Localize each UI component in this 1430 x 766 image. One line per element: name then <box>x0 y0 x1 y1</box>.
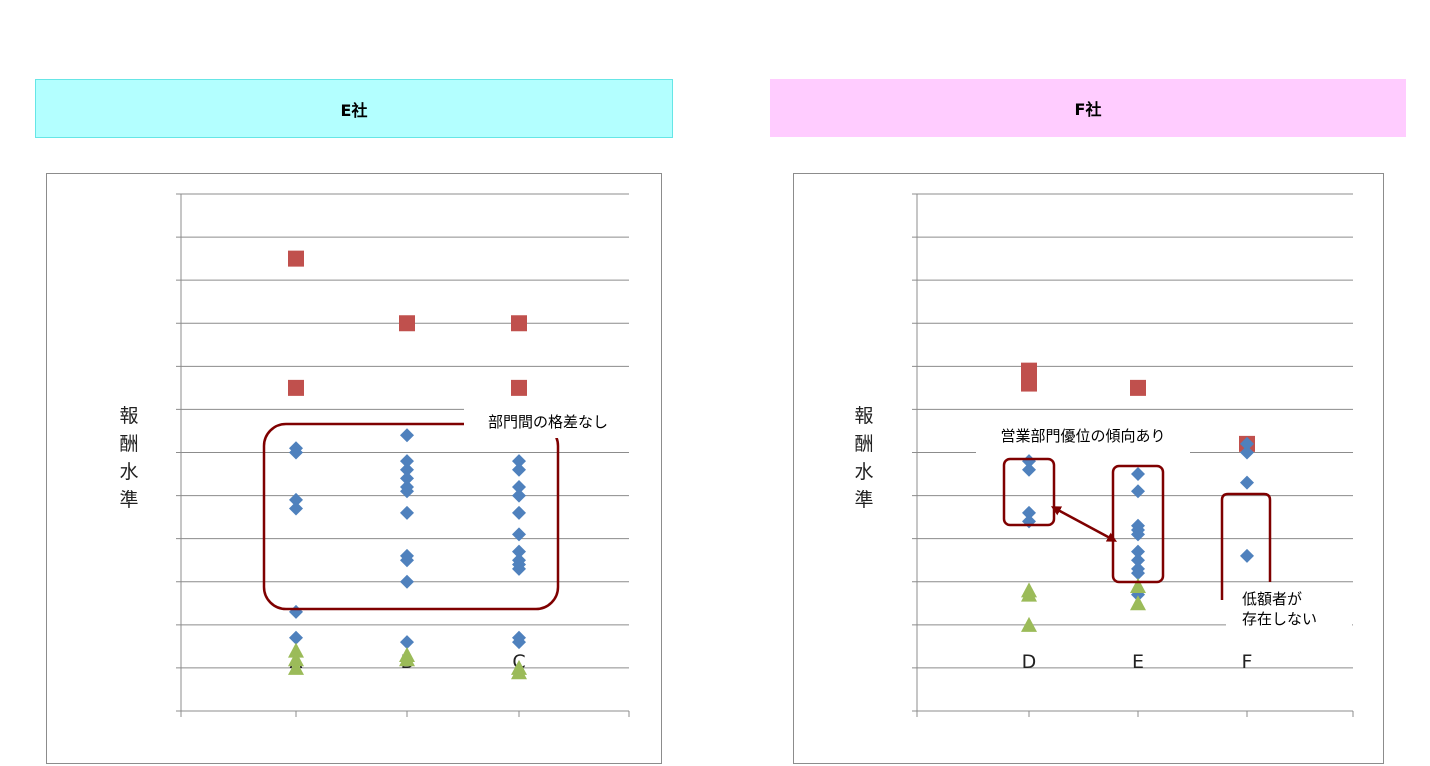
data-point-diamond <box>1131 544 1145 559</box>
data-point-square <box>511 315 527 332</box>
data-point-square <box>1021 375 1037 392</box>
ylabel-char: 準 <box>854 489 874 511</box>
data-point-diamond <box>289 630 303 645</box>
ylabel-char: 準 <box>119 489 139 511</box>
data-point-diamond <box>400 471 414 486</box>
data-point-triangle <box>288 659 304 675</box>
chart-panel-e <box>46 173 662 764</box>
data-point-triangle <box>288 651 304 667</box>
data-point-diamond <box>1240 548 1254 563</box>
data-point-diamond <box>1131 553 1145 568</box>
data-point-diamond <box>1131 484 1145 499</box>
double-arrow <box>1050 506 1118 542</box>
ylabel-char: 水 <box>119 461 139 483</box>
data-point-square <box>511 379 527 396</box>
callout-bg-f-bottom <box>1226 583 1352 631</box>
banner-f-label: F社 <box>1074 100 1102 119</box>
data-point-square <box>399 315 415 332</box>
data-point-triangle <box>511 664 527 680</box>
data-point-diamond <box>400 635 414 650</box>
data-point-diamond <box>289 492 303 507</box>
callout-bg-e <box>464 404 632 438</box>
data-point-diamond <box>400 574 414 589</box>
highlight-box-f-dept <box>1220 492 1272 600</box>
highlight-box-d <box>1002 457 1056 527</box>
data-point-diamond <box>400 428 414 443</box>
banner-e-label: E社 <box>340 100 368 120</box>
data-point-diamond <box>512 635 526 650</box>
ylabel-char: 報 <box>119 405 139 427</box>
data-point-diamond <box>1131 527 1145 542</box>
highlight-box-e <box>262 422 560 611</box>
data-point-triangle <box>1021 616 1037 632</box>
ylabel-char: 報 <box>854 405 874 427</box>
callout-bg-f-top <box>976 418 1190 454</box>
data-point-diamond <box>400 484 414 499</box>
data-point-triangle <box>1130 578 1146 594</box>
ylabel-e: 報 酬 水 準 <box>117 402 141 514</box>
data-point-diamond <box>1022 505 1036 520</box>
data-point-diamond <box>512 454 526 469</box>
data-point-triangle <box>1021 586 1037 602</box>
callout-text-f-top: 営業部門優位の傾向あり <box>1000 427 1165 445</box>
category-label: E <box>1132 651 1144 673</box>
data-point-diamond <box>512 479 526 494</box>
callout-text-e: 部門間の格差なし <box>488 413 608 431</box>
data-point-diamond <box>289 604 303 619</box>
data-point-diamond <box>1240 445 1254 460</box>
data-point-diamond <box>512 544 526 559</box>
data-point-square <box>1021 362 1037 379</box>
callout-text-f-bottom-2: 存在しない <box>1242 610 1317 628</box>
ylabel-f: 報 酬 水 準 <box>852 402 876 514</box>
data-point-diamond <box>400 553 414 568</box>
data-point-diamond <box>400 505 414 520</box>
callout-text-f-bottom-1: 低額者が <box>1242 590 1302 608</box>
data-point-triangle <box>288 642 304 658</box>
data-point-diamond <box>1131 467 1145 482</box>
ylabel-char: 酬 <box>854 433 874 455</box>
data-point-triangle <box>399 651 415 667</box>
data-point-diamond <box>512 561 526 576</box>
data-point-diamond <box>1022 454 1036 469</box>
data-point-diamond <box>400 462 414 477</box>
chart-panel-f <box>793 173 1384 764</box>
data-point-diamond <box>1240 436 1254 451</box>
data-point-diamond <box>512 505 526 520</box>
data-point-diamond <box>1022 462 1036 477</box>
data-point-diamond <box>1022 514 1036 529</box>
data-point-diamond <box>512 488 526 503</box>
data-point-diamond <box>1240 475 1254 490</box>
ylabel-char: 酬 <box>119 433 139 455</box>
ylabel-char: 水 <box>854 461 874 483</box>
data-point-diamond <box>1131 566 1145 581</box>
data-point-diamond <box>512 527 526 542</box>
data-point-square <box>288 379 304 396</box>
data-point-triangle <box>1130 595 1146 611</box>
category-label: D <box>1022 651 1037 673</box>
data-point-diamond <box>400 454 414 469</box>
data-point-diamond <box>289 501 303 516</box>
data-point-square <box>288 250 304 267</box>
category-label: F <box>1242 651 1253 673</box>
data-point-diamond <box>289 445 303 460</box>
data-point-diamond <box>512 462 526 477</box>
data-point-square <box>1130 379 1146 396</box>
banner-e-company: E社 <box>35 79 673 138</box>
banner-f-company: F社 <box>770 79 1406 137</box>
